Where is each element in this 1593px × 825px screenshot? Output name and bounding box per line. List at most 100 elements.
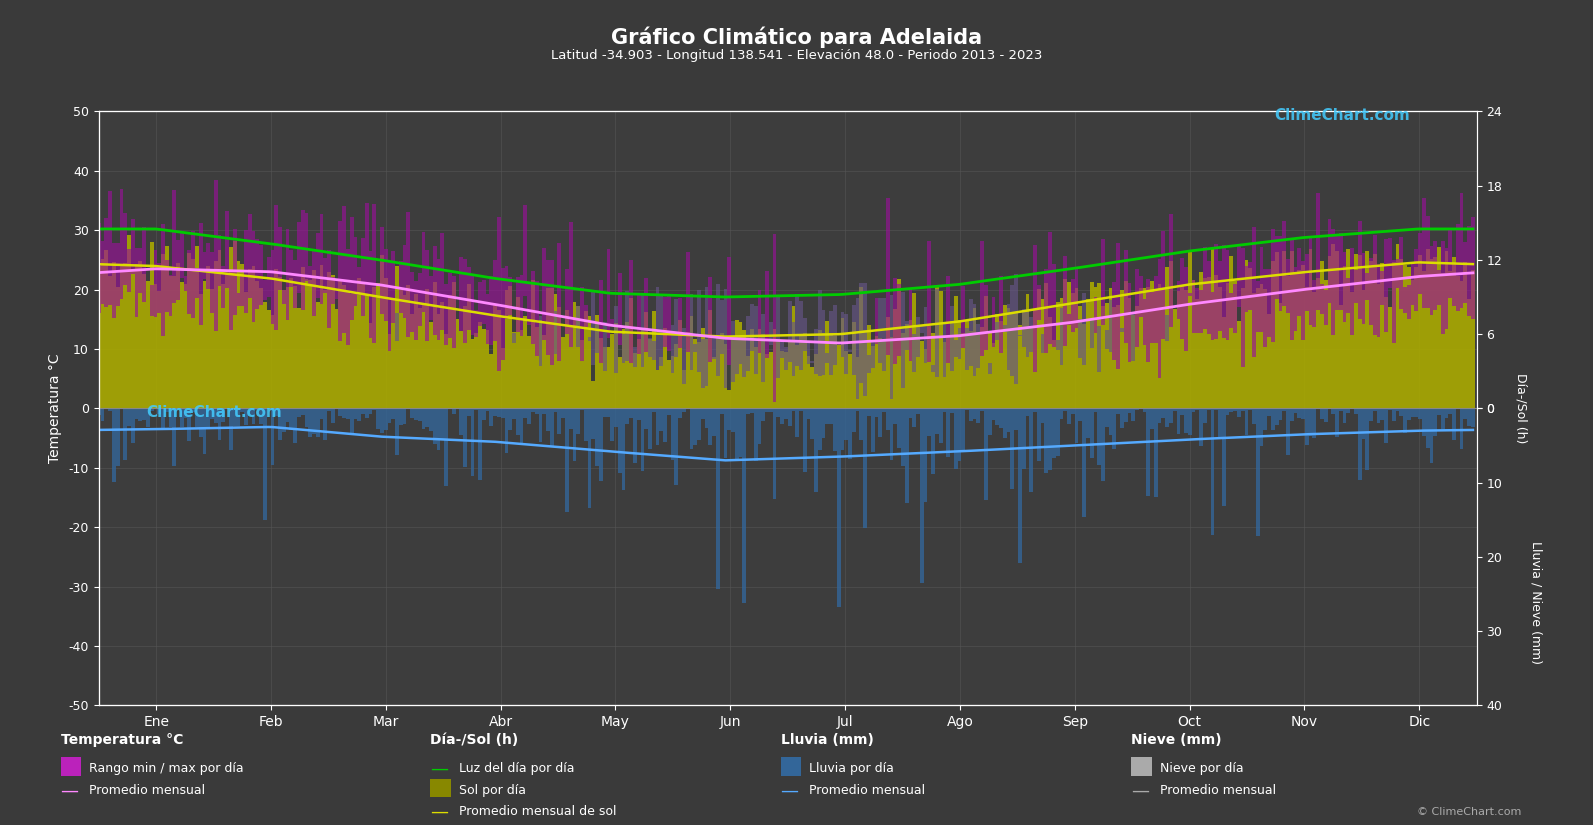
Text: —: — (430, 803, 448, 821)
Bar (218, 250, 221, 408)
Bar (1207, 261, 1211, 334)
Bar (663, 328, 667, 408)
Bar (381, 255, 384, 408)
Bar (436, 408, 440, 450)
Bar (1120, 328, 1123, 332)
Text: Promedio mensual: Promedio mensual (1160, 784, 1276, 797)
Bar (1203, 247, 1207, 329)
Bar (158, 263, 161, 314)
Bar (1195, 288, 1200, 333)
Bar (1313, 408, 1316, 438)
Bar (957, 328, 962, 359)
Bar (489, 408, 494, 426)
Bar (1161, 232, 1164, 339)
Bar (875, 408, 878, 417)
Bar (825, 408, 830, 424)
Bar (1230, 256, 1233, 408)
Bar (1161, 290, 1164, 408)
Bar (784, 346, 789, 370)
Bar (1147, 286, 1150, 408)
Bar (497, 408, 500, 417)
Bar (1327, 219, 1332, 303)
Bar (1423, 408, 1426, 436)
Bar (279, 227, 282, 290)
Bar (387, 262, 392, 351)
Bar (354, 408, 357, 418)
Bar (847, 350, 852, 351)
Bar (236, 294, 241, 306)
Bar (742, 338, 746, 377)
Bar (1340, 408, 1343, 412)
Bar (773, 233, 776, 403)
Bar (500, 408, 505, 418)
Bar (1004, 325, 1007, 332)
Bar (1200, 290, 1203, 333)
Bar (712, 408, 715, 436)
Bar (698, 408, 701, 440)
Bar (878, 338, 883, 408)
Bar (1332, 229, 1335, 335)
Bar (285, 287, 290, 408)
Bar (161, 408, 164, 428)
Bar (830, 408, 833, 424)
Bar (483, 280, 486, 324)
Bar (1426, 408, 1429, 448)
Bar (199, 223, 202, 325)
Bar (153, 285, 158, 408)
Bar (478, 408, 483, 479)
Bar (946, 276, 949, 363)
Y-axis label: Día-/Sol (h): Día-/Sol (h) (1515, 373, 1528, 444)
Bar (1018, 408, 1021, 563)
Bar (889, 337, 894, 408)
Bar (1123, 250, 1128, 342)
Bar (1045, 408, 1048, 474)
Bar (1078, 305, 1082, 408)
Bar (852, 408, 855, 432)
Bar (999, 276, 1004, 353)
Bar (919, 408, 924, 583)
Bar (629, 260, 632, 363)
Bar (566, 310, 569, 408)
Bar (1150, 280, 1153, 408)
Bar (1403, 287, 1407, 314)
Bar (309, 408, 312, 437)
Bar (919, 324, 924, 332)
Bar (1082, 293, 1086, 365)
Bar (1139, 289, 1142, 408)
Bar (535, 281, 538, 356)
Bar (902, 333, 905, 408)
Bar (867, 355, 871, 374)
Bar (943, 408, 946, 412)
Bar (433, 408, 436, 444)
Bar (852, 304, 855, 375)
Bar (1222, 408, 1225, 506)
Bar (440, 302, 444, 408)
Bar (580, 287, 585, 361)
Bar (1142, 288, 1147, 408)
Bar (977, 324, 980, 368)
Bar (373, 204, 376, 343)
Bar (1064, 279, 1067, 408)
Bar (1252, 293, 1255, 408)
Bar (221, 408, 225, 422)
Bar (513, 408, 516, 419)
Bar (1078, 319, 1082, 358)
Bar (486, 329, 489, 408)
Bar (1112, 408, 1117, 449)
Bar (667, 295, 671, 351)
Bar (1120, 290, 1123, 408)
Bar (1459, 280, 1464, 408)
Bar (1147, 279, 1150, 362)
Bar (550, 289, 554, 408)
Bar (1453, 257, 1456, 408)
Bar (255, 280, 260, 408)
Bar (1123, 408, 1128, 422)
Bar (1067, 408, 1070, 424)
Bar (172, 276, 177, 408)
Bar (123, 408, 127, 460)
Bar (847, 354, 852, 408)
Bar (142, 408, 147, 420)
Bar (293, 260, 296, 309)
Bar (1263, 408, 1266, 430)
Bar (629, 408, 632, 418)
